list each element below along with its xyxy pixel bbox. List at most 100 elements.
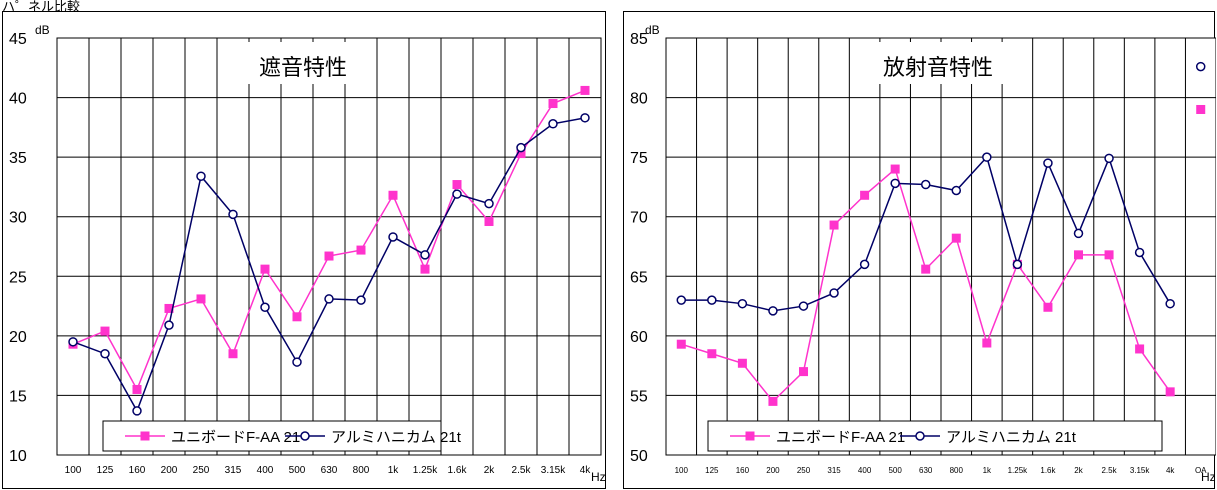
y-tick-label: 20: [9, 329, 27, 346]
data-point-uniboard: [951, 233, 961, 243]
x-tick-label: 2k: [484, 465, 496, 476]
y-tick-label: 55: [630, 388, 648, 405]
data-point-uniboard: [100, 326, 110, 336]
data-point-aluminum-honeycomb: [68, 337, 78, 347]
data-point-aluminum-honeycomb: [1073, 228, 1084, 239]
sound-insulation-chart-panel: 10 15 20 25 30 35 40 45 dB Hz 100 125 160 200 250 315 40…: [2, 11, 606, 489]
data-point-aluminum-honeycomb: [164, 320, 174, 330]
x-tick-label: 630: [321, 465, 338, 476]
x-tick-label: 160: [129, 465, 146, 476]
data-point-uniboard: [1043, 302, 1053, 312]
x-tick-label: 1.25k: [1008, 466, 1029, 475]
data-point-aluminum-honeycomb: [452, 189, 462, 199]
x-tick-label: 800: [353, 465, 370, 476]
data-point-aluminum-honeycomb: [1012, 259, 1023, 270]
data-point-uniboard: [1074, 250, 1083, 260]
data-point-uniboard: [1135, 344, 1145, 354]
y-tick-label: 50: [630, 448, 648, 465]
x-tick-label: 250: [193, 465, 210, 476]
data-point-uniboard: [292, 312, 302, 322]
x-tick-label: OA: [1195, 466, 1207, 475]
chart-title: 放射音特性: [883, 55, 993, 80]
data-point-uniboard: [829, 220, 839, 230]
data-point-aluminum-honeycomb: [420, 250, 430, 260]
x-tick-label: 800: [950, 466, 964, 475]
data-point-uniboard: [1196, 104, 1206, 114]
data-point-uniboard: [580, 85, 590, 95]
data-point-uniboard: [228, 349, 238, 359]
data-point-aluminum-honeycomb: [356, 295, 366, 305]
data-point-uniboard: [676, 339, 686, 349]
data-point-aluminum-honeycomb: [548, 119, 558, 129]
legend-label: アルミハニカム 21t: [331, 429, 462, 446]
legend-label: ユニボードF-AA 21: [776, 429, 905, 446]
data-point-aluminum-honeycomb: [890, 178, 900, 189]
x-tick-label: 1k: [983, 466, 992, 475]
x-tick-label: 2.5k: [1101, 466, 1117, 475]
sound-insulation-chart: 10 15 20 25 30 35 40 45 dB Hz 100 125 160 200 250 315 40…: [9, 23, 606, 484]
data-point-uniboard: [452, 180, 462, 190]
legend-marker-square: [140, 431, 150, 441]
data-point-uniboard: [356, 245, 366, 255]
y-axis-label: dB: [35, 23, 50, 37]
x-tick-label: 500: [888, 466, 902, 475]
plot-area: [56, 37, 602, 456]
x-tick-label: 125: [705, 466, 719, 475]
radiated-sound-chart-panel: 50 55 60 65 70 75 80 85 dB Hz 100 125 160 200 250 315 40…: [623, 11, 1216, 489]
data-point-uniboard: [1104, 250, 1114, 260]
data-point-uniboard: [921, 264, 931, 274]
legend-label: アルミハニカム 21t: [946, 429, 1077, 446]
y-tick-label: 25: [9, 269, 27, 286]
y-tick-label: 80: [630, 91, 648, 108]
data-point-aluminum-honeycomb: [228, 209, 238, 220]
y-tick-label: 85: [630, 31, 648, 48]
data-point-aluminum-honeycomb: [388, 232, 398, 242]
data-point-uniboard: [196, 294, 206, 304]
legend-marker-circle: [300, 431, 310, 441]
x-tick-label: 400: [257, 465, 274, 476]
y-axis-label: dB: [645, 23, 660, 37]
data-point-uniboard: [890, 164, 900, 174]
data-point-uniboard: [1165, 387, 1175, 397]
legend-marker-circle: [915, 431, 925, 441]
x-axis-label: Hz: [591, 470, 606, 484]
x-tick-label: 200: [161, 465, 178, 476]
chart-title: 遮音特性: [259, 55, 347, 80]
data-point-uniboard: [768, 396, 778, 406]
x-axis-label: Hz: [1201, 470, 1216, 484]
data-point-aluminum-honeycomb: [982, 152, 992, 162]
x-tick-label: 1.6k: [448, 465, 468, 476]
y-tick-label: 45: [9, 31, 27, 48]
data-point-uniboard: [484, 216, 494, 226]
y-tick-label: 15: [9, 388, 27, 405]
chart-title-box: [236, 42, 370, 84]
x-tick-label: 3.15k: [541, 465, 566, 476]
data-point-aluminum-honeycomb: [580, 113, 590, 123]
x-tick-label: 125: [97, 465, 114, 476]
data-point-aluminum-honeycomb: [707, 295, 717, 305]
data-point-uniboard: [516, 149, 526, 159]
y-tick-label: 65: [630, 269, 648, 286]
data-point-aluminum-honeycomb: [324, 294, 334, 304]
data-point-uniboard: [707, 349, 717, 359]
data-point-aluminum-honeycomb: [516, 142, 526, 153]
chart-title-box: [862, 42, 1014, 84]
x-tick-label: 2k: [1074, 466, 1083, 475]
data-point-aluminum-honeycomb: [1043, 158, 1053, 168]
data-point-uniboard: [132, 384, 142, 394]
data-point-aluminum-honeycomb: [859, 259, 870, 270]
data-point-aluminum-honeycomb: [484, 198, 494, 209]
x-tick-label: 100: [65, 465, 82, 476]
data-point-uniboard: [860, 190, 870, 200]
x-tick-label: 630: [919, 466, 933, 475]
data-point-uniboard: [260, 264, 270, 274]
x-tick-label: 250: [797, 466, 811, 475]
x-tick-label: 4k: [580, 465, 592, 476]
y-tick-label: 75: [630, 150, 648, 167]
data-point-uniboard: [324, 251, 334, 261]
x-tick-label: 160: [736, 466, 750, 475]
data-point-aluminum-honeycomb: [1195, 61, 1206, 72]
y-tick-label: 10: [9, 448, 27, 465]
y-tick-label: 40: [9, 91, 27, 108]
